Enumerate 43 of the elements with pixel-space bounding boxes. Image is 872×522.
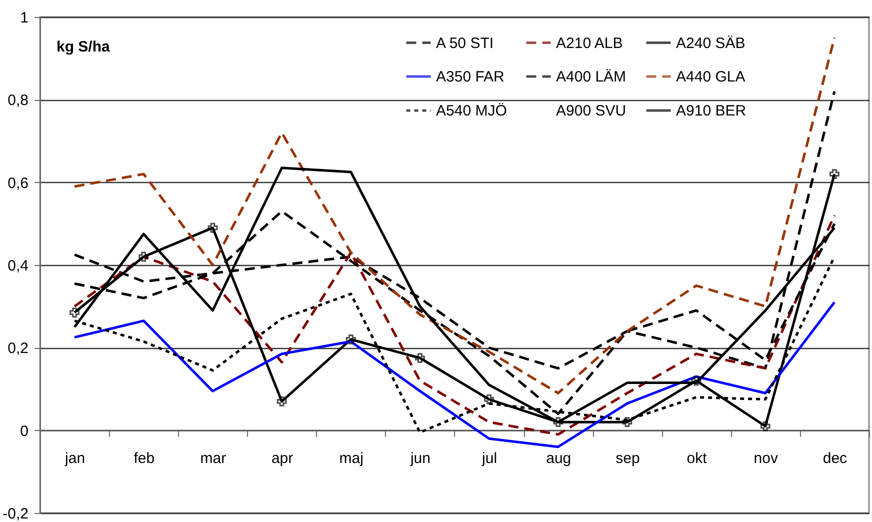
x-tick-label: okt [686,450,708,467]
legend-label: A210 ALB [556,34,623,52]
point [553,417,564,427]
legend-label: A540 MJÖ [436,102,507,120]
y-tick-label: 0,8 [8,92,28,110]
point [415,353,425,363]
text: A900 SVU [556,102,626,120]
x-tick-label: mar [200,450,226,467]
y-tick-label: 0,4 [8,258,28,274]
x-tick-label: dec [822,450,848,467]
x-tick-label: jan [64,450,86,467]
x-tick-label: maj [339,450,364,467]
point [208,222,218,233]
y-tick-label: 0,2 [8,340,28,358]
legend-label: A400 LÄM [556,68,626,86]
x-tick-label: sep [616,450,640,467]
point [830,169,840,179]
y-tick-label: 0 [20,422,28,440]
point [70,308,80,318]
y-axis-title: kg S/ha [56,38,111,56]
line-series [73,36,836,394]
point [138,252,149,262]
y-tick-label: 0,6 [8,174,28,192]
legend-label: A910 BER [676,102,746,120]
y-tick-label: 1 [20,10,28,26]
point [760,421,770,432]
point [622,417,632,427]
legend-label: A440 GLA [676,68,746,86]
legend-label: A240 SÄB [676,34,746,52]
line-series [73,300,836,448]
x-tick-label: jun [409,450,430,467]
legend-label: A 50 STI [436,34,494,52]
x-tick-label: feb [134,450,155,467]
point [691,376,702,386]
y-tick-label: -0,2 [2,506,28,522]
point [276,396,287,406]
point [346,334,356,344]
x-tick-label: aug [546,450,572,467]
legend-label: A350 FAR [436,68,505,86]
point [484,394,494,404]
x-tick-label: jul [481,450,498,467]
x-tick-label: apr [271,450,294,467]
x-tick-label: nov [754,450,778,467]
